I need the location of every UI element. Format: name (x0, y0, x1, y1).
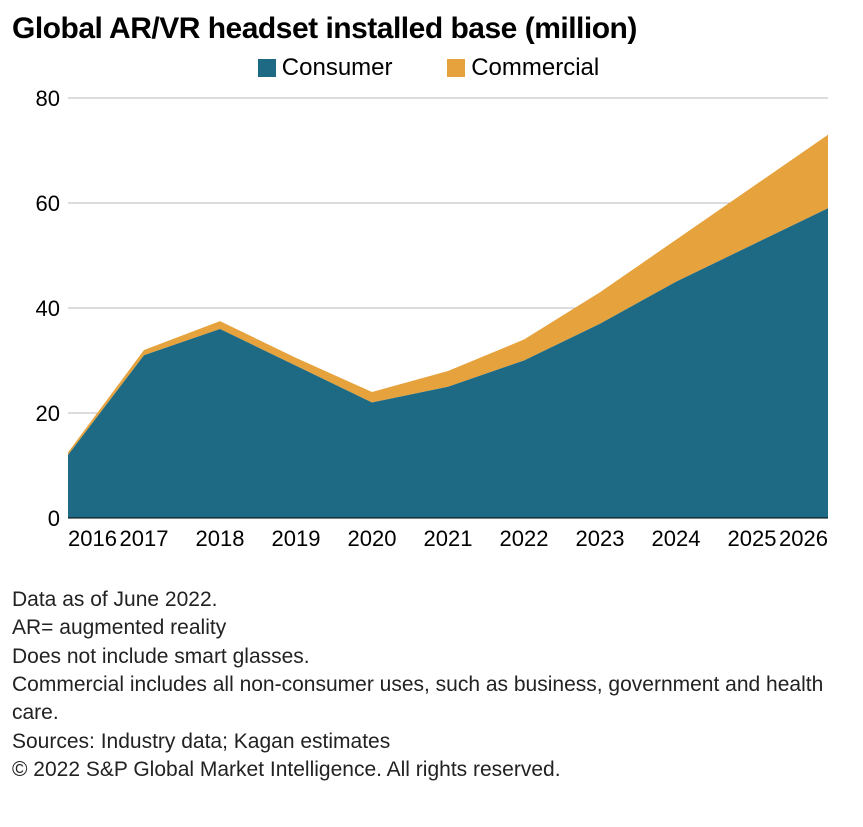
svg-text:2022: 2022 (500, 526, 549, 551)
footnote-line: AR= augmented reality (12, 614, 845, 642)
svg-text:2018: 2018 (196, 526, 245, 551)
legend-item-consumer: Consumer (258, 54, 393, 82)
svg-text:2017: 2017 (120, 526, 169, 551)
chart-page: Global AR/VR headset installed base (mil… (0, 0, 863, 827)
legend-item-commercial: Commercial (447, 54, 599, 82)
footnote-line: Commercial includes all non-consumer use… (12, 671, 845, 728)
footnotes: Data as of June 2022. AR= augmented real… (12, 586, 845, 784)
footnote-line: Does not include smart glasses. (12, 643, 845, 671)
svg-text:2026: 2026 (779, 526, 828, 551)
chart-title: Global AR/VR headset installed base (mil… (12, 12, 845, 46)
legend-swatch-commercial (447, 59, 465, 77)
chart-plot: 0 20 40 60 80 20162017 2018 2019 2020 2021 2022 202… (18, 88, 838, 558)
legend-swatch-consumer (258, 59, 276, 77)
footnote-line: Sources: Industry data; Kagan estimates (12, 728, 845, 756)
legend-label-consumer: Consumer (282, 54, 393, 82)
svg-text:60: 60 (36, 191, 60, 216)
svg-text:0: 0 (48, 506, 60, 531)
svg-text:80: 80 (36, 88, 60, 111)
svg-text:2019: 2019 (272, 526, 321, 551)
svg-text:2016: 2016 (68, 526, 117, 551)
svg-text:2024: 2024 (652, 526, 701, 551)
svg-text:2021: 2021 (424, 526, 473, 551)
chart-svg: 0 20 40 60 80 20162017 2018 2019 2020 2021 2022 202… (18, 88, 838, 558)
svg-text:40: 40 (36, 296, 60, 321)
chart-legend: Consumer Commercial (12, 54, 845, 84)
legend-label-commercial: Commercial (471, 54, 599, 82)
footnote-line: © 2022 S&P Global Market Intelligence. A… (12, 756, 845, 784)
svg-text:2023: 2023 (576, 526, 625, 551)
svg-text:20: 20 (36, 401, 60, 426)
svg-text:2025: 2025 (728, 526, 777, 551)
footnote-line: Data as of June 2022. (12, 586, 845, 614)
svg-text:2020: 2020 (348, 526, 397, 551)
